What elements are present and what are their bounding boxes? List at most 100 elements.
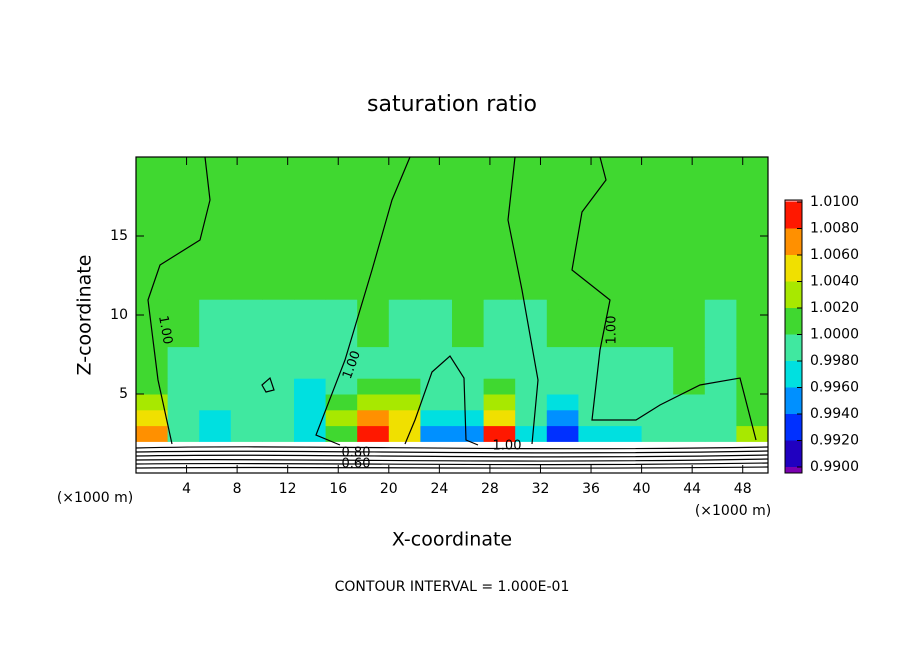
field-cell bbox=[262, 346, 295, 379]
field-cell bbox=[230, 409, 263, 427]
field-cell bbox=[641, 378, 674, 395]
field-cell bbox=[136, 425, 169, 442]
contour-line bbox=[147, 156, 211, 445]
field-cell bbox=[199, 409, 232, 427]
x-tick-label: 48 bbox=[734, 481, 752, 497]
contour-line bbox=[135, 466, 769, 469]
field-cell bbox=[610, 378, 643, 395]
field-cell bbox=[230, 157, 263, 300]
field-cell bbox=[704, 299, 737, 348]
colorbar-band bbox=[785, 440, 802, 467]
field-cell bbox=[262, 409, 295, 427]
contour-line bbox=[261, 376, 275, 393]
field-cell bbox=[199, 378, 232, 395]
field-cell bbox=[420, 346, 453, 379]
field-cell bbox=[294, 425, 327, 442]
field-cell bbox=[610, 394, 643, 411]
field-cell bbox=[452, 157, 485, 300]
colorbar-band bbox=[785, 308, 802, 335]
field-cell bbox=[673, 378, 706, 395]
field-cell bbox=[357, 394, 390, 411]
field-cell bbox=[515, 425, 548, 442]
contour-line bbox=[135, 446, 769, 450]
contour-line bbox=[135, 462, 769, 466]
field-cell bbox=[167, 299, 200, 348]
footnote: CONTOUR INTERVAL = 1.000E-01 bbox=[335, 579, 570, 595]
field-cell bbox=[388, 346, 421, 379]
field-cell bbox=[294, 157, 327, 300]
x-tick-label: 4 bbox=[182, 481, 191, 497]
field-cell bbox=[546, 157, 579, 300]
field-cell bbox=[388, 299, 421, 348]
field-cell bbox=[136, 378, 169, 395]
field-cell bbox=[357, 425, 390, 442]
field-cell bbox=[230, 346, 263, 379]
field-cell bbox=[610, 299, 643, 348]
x-tick-label: 8 bbox=[233, 481, 242, 497]
colorbar-band bbox=[785, 467, 802, 473]
field-cell bbox=[357, 378, 390, 395]
y-tick-label: 10 bbox=[110, 307, 128, 323]
field-cell bbox=[420, 299, 453, 348]
colorbar-tick-label: 1.0020 bbox=[810, 300, 859, 316]
field-cell bbox=[704, 425, 737, 442]
field-cell bbox=[641, 346, 674, 379]
field-cell bbox=[610, 409, 643, 427]
field-cell bbox=[167, 409, 200, 427]
contour-line bbox=[315, 156, 411, 446]
contour-label: 0.80 bbox=[342, 446, 371, 461]
field-cell bbox=[388, 425, 421, 442]
contour-label: 0.60 bbox=[342, 457, 371, 472]
field-cell bbox=[294, 394, 327, 411]
field-cell bbox=[578, 409, 611, 427]
field-cell bbox=[736, 299, 769, 348]
x-tick-label: 24 bbox=[430, 481, 448, 497]
field-cell bbox=[199, 394, 232, 411]
field-cell bbox=[420, 394, 453, 411]
contour-label: 1.00 bbox=[605, 316, 620, 345]
field-cell bbox=[578, 346, 611, 379]
field-cell bbox=[230, 425, 263, 442]
field-cell bbox=[483, 409, 516, 427]
field-cell bbox=[736, 157, 769, 300]
field-cell bbox=[325, 409, 358, 427]
colorbar-tick-label: 1.0100 bbox=[810, 194, 859, 210]
x-tick-label: 12 bbox=[279, 481, 297, 497]
field-cell bbox=[704, 394, 737, 411]
field-cell bbox=[546, 425, 579, 442]
x-tick-label: 40 bbox=[633, 481, 651, 497]
field-cell bbox=[199, 425, 232, 442]
field-cell bbox=[167, 157, 200, 300]
y-tick-label: 5 bbox=[119, 386, 128, 402]
colorbar-tick-label: 1.0040 bbox=[810, 274, 859, 290]
field-cell bbox=[673, 157, 706, 300]
field-cell bbox=[483, 394, 516, 411]
field-cell bbox=[420, 425, 453, 442]
field-cell bbox=[578, 425, 611, 442]
field-cell bbox=[230, 299, 263, 348]
field-cell bbox=[673, 299, 706, 348]
field-cell bbox=[262, 394, 295, 411]
field-cell bbox=[199, 299, 232, 348]
field-cell bbox=[325, 425, 358, 442]
field-cell bbox=[452, 346, 485, 379]
field-cell bbox=[230, 394, 263, 411]
colorbar-band bbox=[785, 387, 802, 414]
field-cell bbox=[483, 346, 516, 379]
contour-line bbox=[404, 355, 479, 446]
colorbar-frame bbox=[784, 199, 803, 474]
field-cell bbox=[136, 394, 169, 411]
field-cell bbox=[546, 299, 579, 348]
field-cell bbox=[673, 409, 706, 427]
field-cell bbox=[167, 378, 200, 395]
field-cell bbox=[641, 299, 674, 348]
field-cell bbox=[704, 157, 737, 300]
colorbar-tick-label: 0.9900 bbox=[810, 459, 859, 475]
colorbar-band bbox=[785, 228, 802, 255]
field-cell bbox=[388, 409, 421, 427]
x-tick-label: 28 bbox=[481, 481, 499, 497]
contour-line bbox=[135, 458, 769, 462]
colorbar-tick-label: 1.0000 bbox=[810, 327, 859, 343]
